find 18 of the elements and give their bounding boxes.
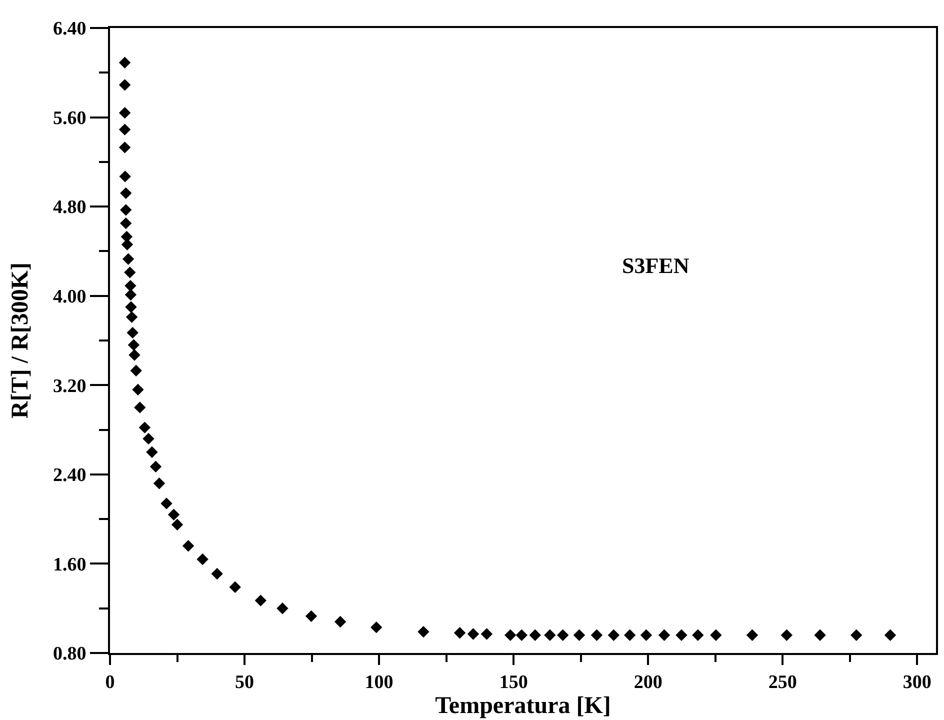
x-tick-label: 50	[235, 672, 254, 693]
annotation: S3FEN	[622, 253, 690, 278]
x-tick-label: 300	[902, 672, 932, 693]
x-tick-label: 0	[105, 672, 115, 693]
y-tick-label: 1.60	[52, 554, 86, 576]
x-tick-label: 150	[499, 672, 528, 693]
x-tick-label: 250	[768, 672, 797, 693]
y-tick-label: 0.80	[52, 644, 86, 665]
x-tick-label: 200	[634, 672, 662, 693]
y-tick-label: 2.40	[52, 465, 86, 486]
y-tick-label: 5.60	[52, 108, 86, 129]
y-tick-label: 3.20	[52, 376, 86, 397]
y-tick-label: 4.80	[52, 197, 86, 218]
y-tick-label: 4.00	[52, 286, 86, 308]
x-tick-label: 100	[364, 672, 394, 693]
x-axis-title: Temperatura [K]	[435, 692, 611, 719]
y-tick-label: 6.40	[52, 18, 86, 40]
y-axis-title: R[T] / R[300K]	[8, 262, 34, 418]
